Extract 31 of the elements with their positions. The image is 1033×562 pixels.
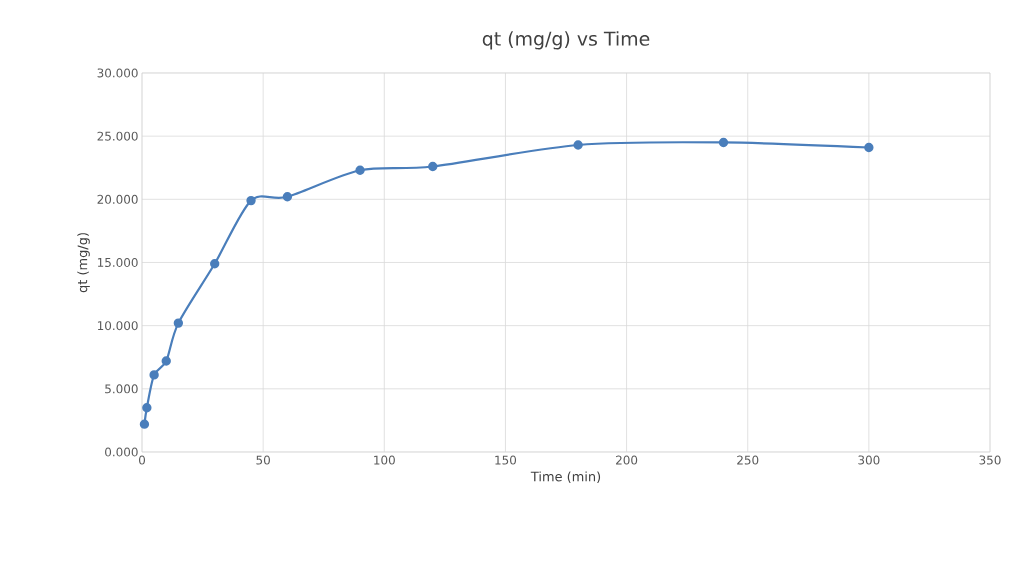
x-axis-title: Time (min) <box>530 471 601 483</box>
point <box>173 318 184 328</box>
point <box>718 137 729 148</box>
y-tick-label: 0.000 <box>105 447 138 457</box>
point <box>282 192 293 202</box>
point <box>139 419 150 429</box>
point <box>142 403 152 413</box>
y-tick-label: 30.000 <box>97 68 138 78</box>
point <box>149 370 159 380</box>
chart-title: qt (mg/g) vs Time <box>482 31 650 50</box>
point <box>210 259 220 269</box>
x-tick-label: 300 <box>858 455 880 465</box>
y-axis-title: qt (mg/g) <box>77 233 90 293</box>
point <box>428 161 438 172</box>
x-tick-label: 200 <box>616 455 638 465</box>
y-tick-label: 20.000 <box>97 194 138 204</box>
point <box>161 356 171 366</box>
x-tick-label: 250 <box>737 455 759 465</box>
x-tick-label: 0 <box>138 455 146 465</box>
point <box>246 195 256 206</box>
point <box>864 142 874 153</box>
point <box>355 165 365 175</box>
x-tick-label: 100 <box>374 455 395 465</box>
x-tick-label: 150 <box>495 455 517 465</box>
point <box>573 140 583 150</box>
y-tick-label: 25.000 <box>97 131 138 141</box>
x-tick-label: 50 <box>256 455 270 465</box>
y-tick-label: 5.000 <box>105 384 138 394</box>
y-tick-label: 10.000 <box>97 321 138 331</box>
x-tick-label: 350 <box>979 455 1001 465</box>
y-tick-label: 15.000 <box>97 257 138 268</box>
